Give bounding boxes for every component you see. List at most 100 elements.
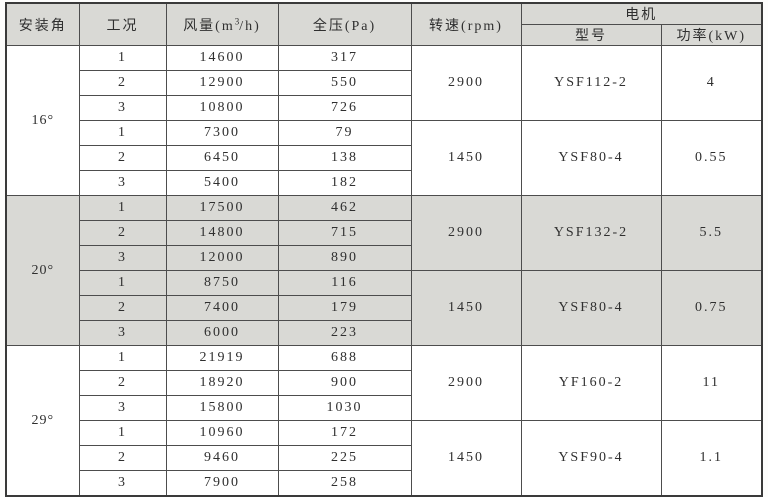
- pressure-cell: 79: [277, 120, 412, 146]
- pressure-cell: 116: [277, 270, 412, 296]
- table-row: 16° 1 14600 317 2900 YSF112-2 4: [5, 45, 763, 196]
- model-cell: YSF80-4: [520, 120, 662, 196]
- pressure-cell: 172: [277, 420, 412, 446]
- condition-cell: 2: [78, 145, 167, 171]
- angle-cell: 16°: [5, 45, 80, 196]
- header-total-pressure: 全压(Pa): [277, 2, 412, 46]
- condition-cell: 3: [78, 170, 167, 196]
- table-row: 1 7300 79 1450 YSF80-4 0.55: [6, 120, 763, 196]
- airflow-cell: 14800: [165, 220, 279, 246]
- pressure-cell: 1030: [277, 395, 412, 421]
- power-cell: 1.1: [660, 420, 763, 497]
- airflow-cell: 7900: [165, 470, 279, 497]
- header-speed: 转速(rpm): [410, 2, 522, 46]
- model-cell: YSF132-2: [520, 195, 662, 271]
- pressure-cell: 138: [277, 145, 412, 171]
- header-motor: 电机: [520, 2, 763, 25]
- pressure-cell: 179: [277, 295, 412, 321]
- condition-cell: 1: [78, 120, 167, 146]
- header-motor-model: 型号: [520, 24, 662, 46]
- pressure-cell: 900: [277, 370, 412, 396]
- pressure-cell: 182: [277, 170, 412, 196]
- fan-spec-table: 安装角 工况 风量(m3/h) 全压(Pa) 转速(rpm) 电机 型号 功率(…: [5, 2, 763, 497]
- pressure-cell: 550: [277, 70, 412, 96]
- table-row: 3 15800 1030: [6, 395, 762, 421]
- pressure-cell: 225: [277, 445, 412, 471]
- condition-cell: 2: [78, 70, 167, 96]
- angle-cell: 20°: [5, 195, 80, 346]
- speed-cell: 1450: [410, 420, 522, 497]
- speed-cell: 2900: [410, 195, 522, 271]
- airflow-cell: 7400: [165, 295, 279, 321]
- pressure-cell: 462: [277, 195, 412, 221]
- condition-cell: 3: [78, 245, 167, 271]
- model-cell: YF160-2: [520, 345, 662, 421]
- pressure-cell: 726: [277, 95, 412, 121]
- pressure-cell: 688: [277, 345, 412, 371]
- condition-cell: 2: [78, 445, 167, 471]
- model-cell: YSF80-4: [520, 270, 662, 346]
- airflow-cell: 15800: [165, 395, 279, 421]
- table-row: 3 5400 182: [6, 170, 762, 196]
- header-airflow-prefix: 风量(m: [183, 18, 235, 34]
- speed-cell: 2900: [410, 45, 522, 121]
- power-cell: 5.5: [660, 195, 763, 271]
- condition-cell: 1: [78, 345, 167, 371]
- table-row: 3 10800 726: [6, 95, 762, 121]
- table-row: 2 7400 179: [6, 295, 762, 321]
- table-row: 2 12900 550: [6, 70, 762, 96]
- header-install-angle: 安装角: [5, 2, 80, 46]
- condition-cell: 1: [78, 420, 167, 446]
- pressure-cell: 223: [277, 320, 412, 346]
- airflow-cell: 5400: [165, 170, 279, 196]
- airflow-cell: 12900: [165, 70, 279, 96]
- airflow-cell: 10960: [165, 420, 279, 446]
- table-row: 2 6450 138: [6, 145, 762, 171]
- condition-cell: 2: [78, 370, 167, 396]
- header-airflow-suffix: /h): [239, 18, 261, 34]
- condition-cell: 1: [78, 195, 167, 221]
- airflow-cell: 9460: [165, 445, 279, 471]
- airflow-cell: 21919: [165, 345, 279, 371]
- model-cell: YSF90-4: [520, 420, 662, 497]
- condition-cell: 3: [78, 395, 167, 421]
- airflow-cell: 6450: [165, 145, 279, 171]
- table-row: 3 7900 258: [6, 470, 762, 497]
- airflow-cell: 14600: [165, 45, 279, 71]
- power-cell: 4: [660, 45, 763, 121]
- model-cell: YSF112-2: [520, 45, 662, 121]
- speed-cell: 1450: [410, 270, 522, 346]
- header-condition: 工况: [78, 2, 167, 46]
- table-row: 3 12000 890: [6, 245, 762, 271]
- table-row: 2 9460 225: [6, 445, 762, 471]
- speed-cell: 2900: [410, 345, 522, 421]
- pressure-cell: 890: [277, 245, 412, 271]
- pressure-cell: 258: [277, 470, 412, 497]
- header-airflow: 风量(m3/h): [165, 2, 279, 46]
- pressure-cell: 317: [277, 45, 412, 71]
- airflow-cell: 6000: [165, 320, 279, 346]
- table-row: 20° 1 17500 462 2900 YSF132-2 5.5: [5, 195, 763, 346]
- table-row: 29° 1 21919 688 2900 YF160-2 11: [5, 345, 763, 497]
- airflow-cell: 7300: [165, 120, 279, 146]
- condition-cell: 3: [78, 320, 167, 346]
- table-row: 1 8750 116 1450 YSF80-4 0.75: [6, 270, 763, 346]
- power-cell: 0.75: [660, 270, 763, 346]
- table-row: 2 18920 900: [6, 370, 762, 396]
- angle-cell: 29°: [5, 345, 80, 497]
- header-motor-power: 功率(kW): [660, 24, 763, 46]
- power-cell: 11: [660, 345, 763, 421]
- airflow-cell: 12000: [165, 245, 279, 271]
- condition-cell: 3: [78, 470, 167, 497]
- speed-cell: 1450: [410, 120, 522, 196]
- condition-cell: 2: [78, 295, 167, 321]
- airflow-cell: 18920: [165, 370, 279, 396]
- condition-cell: 1: [78, 45, 167, 71]
- condition-cell: 3: [78, 95, 167, 121]
- header-airflow-superscript: 3: [234, 15, 240, 26]
- table-row: 1 10960 172 1450 YSF90-4 1.1: [6, 420, 763, 497]
- table-row: 3 6000 223: [6, 320, 762, 346]
- condition-cell: 1: [78, 270, 167, 296]
- pressure-cell: 715: [277, 220, 412, 246]
